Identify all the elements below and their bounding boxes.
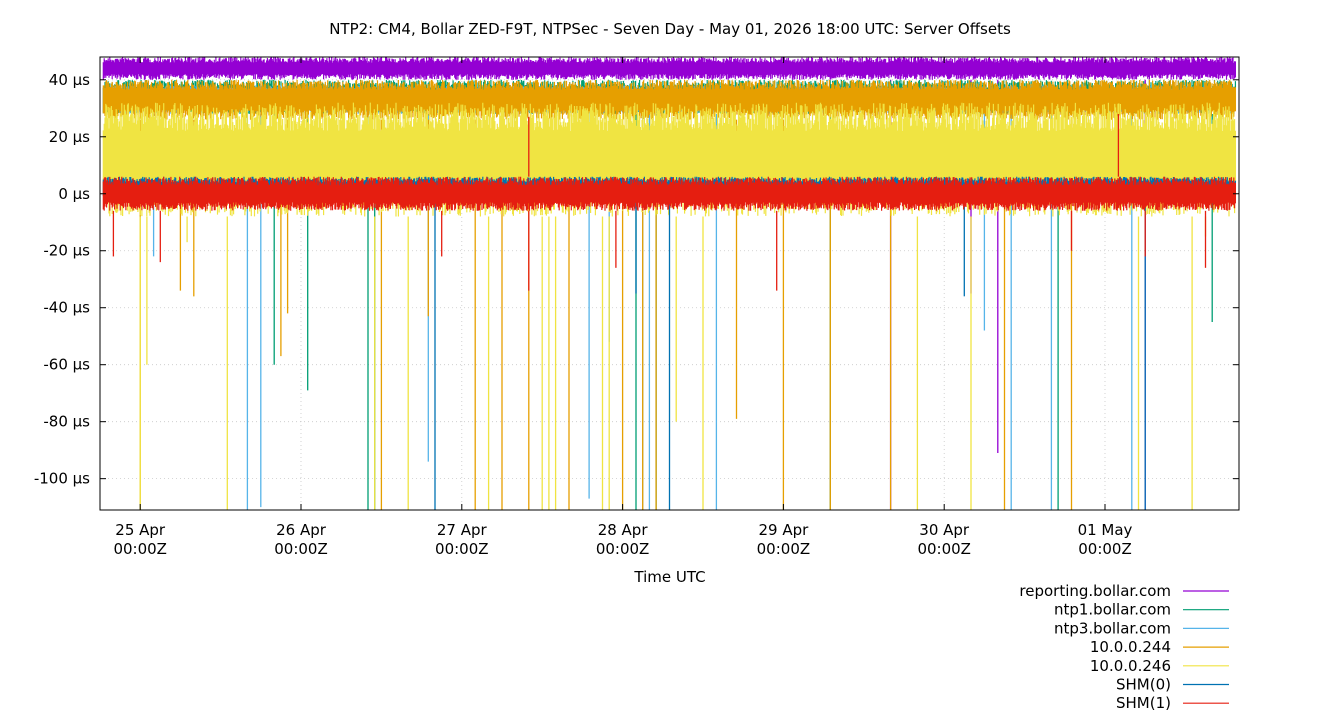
x-tick-sublabel: 00:00Z: [113, 540, 167, 558]
x-tick-label: 25 Apr: [115, 521, 166, 539]
x-tick-label: 01 May: [1078, 521, 1133, 539]
y-tick-label: 0 µs: [58, 185, 90, 203]
series-6: [102, 113, 1236, 291]
plot-frame: [99, 56, 1240, 511]
y-tick-label: -40 µs: [43, 299, 90, 317]
y-tick-label: 40 µs: [49, 71, 90, 89]
y-tick-label: -80 µs: [43, 413, 90, 431]
legend-label: 10.0.0.244: [1090, 638, 1171, 656]
x-tick-label: 30 Apr: [919, 521, 970, 539]
y-tick-label: -100 µs: [34, 470, 90, 488]
series-5: [102, 176, 1236, 510]
x-tick-sublabel: 00:00Z: [757, 540, 811, 558]
x-tick-label: 26 Apr: [276, 521, 327, 539]
x-tick-sublabel: 00:00Z: [596, 540, 650, 558]
y-tick-label: 20 µs: [49, 128, 90, 146]
series-band: [102, 176, 1236, 211]
legend: reporting.bollar.comntp1.bollar.comntp3.…: [1019, 582, 1229, 712]
chart-title: NTP2: CM4, Bollar ZED-F9T, NTPSec - Seve…: [329, 20, 1011, 38]
series-band: [102, 79, 1236, 120]
legend-label: ntp3.bollar.com: [1054, 619, 1171, 637]
x-axis-label: Time UTC: [633, 568, 705, 586]
y-tick-label: -60 µs: [43, 356, 90, 374]
series-4: [102, 102, 1236, 510]
x-tick-sublabel: 00:00Z: [1078, 540, 1132, 558]
x-tick-sublabel: 00:00Z: [435, 540, 489, 558]
y-tick-label: -20 µs: [43, 242, 90, 260]
x-tick-label: 27 Apr: [437, 521, 488, 539]
x-tick-label: 29 Apr: [758, 521, 809, 539]
legend-label: SHM(1): [1116, 694, 1171, 712]
x-tick-sublabel: 00:00Z: [917, 540, 971, 558]
x-tick-sublabel: 00:00Z: [274, 540, 328, 558]
series-marks: [102, 57, 1236, 510]
legend-label: SHM(0): [1116, 676, 1171, 694]
legend-label: ntp1.bollar.com: [1054, 601, 1171, 619]
x-tick-label: 28 Apr: [598, 521, 649, 539]
legend-label: 10.0.0.246: [1090, 657, 1171, 675]
series-band: [102, 102, 1236, 217]
legend-label: reporting.bollar.com: [1019, 582, 1171, 600]
axes: 40 µs 20 µs 0 µs -20 µs -40 µs -60 µs -80 µs -1…: [34, 57, 1239, 558]
series-band: [102, 57, 1236, 80]
